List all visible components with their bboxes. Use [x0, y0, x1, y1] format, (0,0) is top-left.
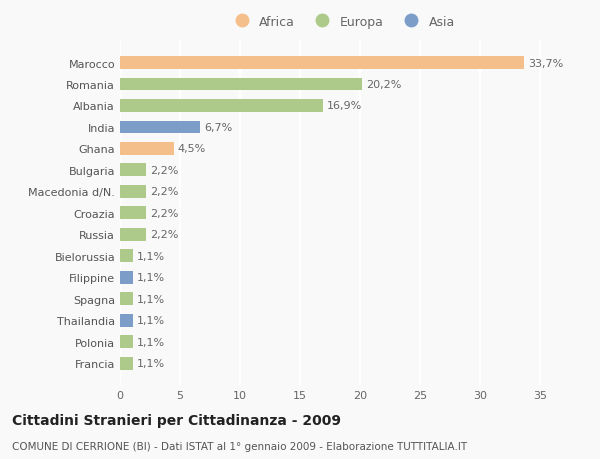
Bar	[120, 314, 133, 327]
Text: 1,1%: 1,1%	[137, 316, 165, 325]
Text: Cittadini Stranieri per Cittadinanza - 2009: Cittadini Stranieri per Cittadinanza - 2…	[12, 413, 341, 427]
Text: COMUNE DI CERRIONE (BI) - Dati ISTAT al 1° gennaio 2009 - Elaborazione TUTTITALI: COMUNE DI CERRIONE (BI) - Dati ISTAT al …	[12, 441, 467, 451]
Text: 16,9%: 16,9%	[326, 101, 362, 111]
Text: 2,2%: 2,2%	[150, 230, 178, 240]
Bar	[120, 229, 146, 241]
Bar	[120, 336, 133, 348]
Bar	[120, 357, 133, 370]
Text: 1,1%: 1,1%	[137, 294, 165, 304]
Bar	[120, 100, 323, 113]
Text: 20,2%: 20,2%	[366, 80, 401, 90]
Bar	[120, 185, 146, 198]
Text: 1,1%: 1,1%	[137, 358, 165, 369]
Text: 6,7%: 6,7%	[204, 123, 232, 133]
Text: 1,1%: 1,1%	[137, 273, 165, 283]
Text: 4,5%: 4,5%	[178, 144, 206, 154]
Bar	[120, 293, 133, 306]
Bar	[120, 271, 133, 284]
Bar	[120, 164, 146, 177]
Text: 1,1%: 1,1%	[137, 252, 165, 261]
Legend: Africa, Europa, Asia: Africa, Europa, Asia	[227, 13, 458, 31]
Text: 33,7%: 33,7%	[528, 58, 563, 68]
Bar	[120, 207, 146, 220]
Text: 1,1%: 1,1%	[137, 337, 165, 347]
Bar	[120, 121, 200, 134]
Text: 2,2%: 2,2%	[150, 187, 178, 197]
Bar	[120, 250, 133, 263]
Text: 2,2%: 2,2%	[150, 166, 178, 175]
Bar	[120, 143, 174, 156]
Text: 2,2%: 2,2%	[150, 208, 178, 218]
Bar	[120, 57, 524, 70]
Bar	[120, 78, 362, 91]
